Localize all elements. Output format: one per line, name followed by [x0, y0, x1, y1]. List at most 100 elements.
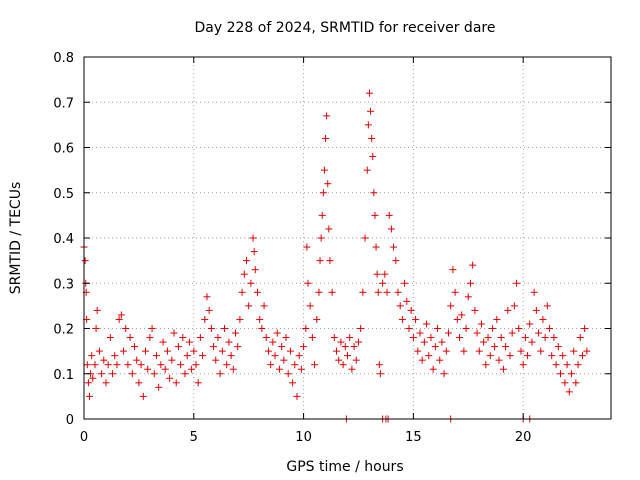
data-point [267, 361, 275, 369]
x-tick-label: 0 [80, 430, 88, 445]
data-point [318, 211, 326, 219]
data-point [205, 306, 213, 314]
data-point [328, 288, 336, 296]
data-point [297, 365, 305, 373]
data-point [370, 189, 378, 197]
data-point [221, 325, 229, 332]
data-point [117, 311, 125, 319]
data-point [535, 329, 543, 337]
data-point [234, 343, 242, 351]
data-points [80, 89, 591, 423]
data-point [144, 365, 152, 373]
data-point [170, 329, 178, 337]
data-point [300, 343, 308, 351]
data-point [232, 329, 240, 337]
data-point [214, 334, 222, 342]
data-point [484, 334, 492, 342]
data-point [212, 356, 220, 364]
data-point [210, 343, 218, 351]
data-point [372, 243, 380, 251]
data-point [493, 315, 501, 323]
data-point [543, 302, 551, 310]
data-point [322, 134, 330, 142]
data-point [161, 365, 169, 373]
data-point [506, 352, 514, 360]
data-point [98, 370, 106, 378]
data-point [578, 352, 586, 360]
data-point [383, 288, 391, 296]
data-point [375, 361, 383, 369]
data-point [240, 270, 248, 278]
data-point [115, 315, 123, 323]
data-point [150, 370, 158, 378]
data-point [194, 379, 202, 387]
data-point [385, 211, 393, 219]
data-point [346, 334, 354, 342]
data-point [280, 356, 288, 364]
data-point [510, 302, 518, 310]
data-point [434, 325, 442, 332]
data-point [394, 288, 402, 296]
data-point [81, 257, 89, 265]
data-point [482, 361, 490, 369]
data-point [548, 352, 556, 360]
data-point [449, 266, 457, 274]
data-point [539, 315, 547, 323]
data-point [455, 334, 463, 342]
data-point [508, 329, 516, 337]
data-point [152, 352, 160, 360]
x-tick-label: 5 [190, 430, 198, 445]
data-point [541, 334, 549, 342]
data-point [179, 334, 187, 342]
data-point [174, 343, 182, 351]
data-point [319, 189, 327, 197]
y-tick-label: 0.2 [53, 323, 74, 338]
data-point [253, 288, 261, 296]
data-point [291, 361, 299, 369]
y-tick-label: 0.4 [53, 232, 74, 247]
data-point [567, 370, 575, 378]
data-point [278, 343, 286, 351]
data-point [546, 325, 554, 332]
data-point [137, 361, 145, 369]
data-point [333, 347, 341, 355]
data-point [260, 302, 268, 310]
data-point [302, 325, 310, 332]
data-point [166, 374, 174, 382]
data-point [561, 379, 569, 387]
data-point [499, 365, 507, 373]
y-tick-label: 0.1 [53, 368, 74, 383]
data-point [83, 361, 91, 369]
data-point [133, 356, 141, 364]
data-point [172, 379, 180, 387]
data-point [183, 352, 191, 360]
data-point [570, 347, 578, 355]
data-point [379, 279, 387, 287]
y-tick-label: 0.8 [53, 51, 74, 66]
data-point [352, 356, 360, 364]
data-point [251, 266, 259, 274]
data-point [325, 225, 333, 233]
data-point [359, 288, 367, 296]
data-point [177, 361, 185, 369]
data-point [416, 329, 424, 337]
data-point [250, 248, 258, 256]
data-point [275, 365, 283, 373]
data-point [109, 370, 117, 378]
data-point [526, 320, 534, 328]
data-point [559, 352, 567, 360]
data-point [405, 325, 413, 332]
data-point [337, 338, 345, 346]
data-point [407, 306, 415, 314]
data-point [126, 334, 134, 342]
data-point [106, 334, 114, 342]
data-point [236, 315, 244, 323]
data-point [403, 297, 411, 305]
data-point [471, 306, 479, 314]
data-point [304, 279, 312, 287]
data-point [89, 374, 97, 382]
data-point [282, 334, 290, 342]
data-point [427, 334, 435, 342]
data-point [517, 347, 525, 355]
data-point [374, 288, 382, 296]
